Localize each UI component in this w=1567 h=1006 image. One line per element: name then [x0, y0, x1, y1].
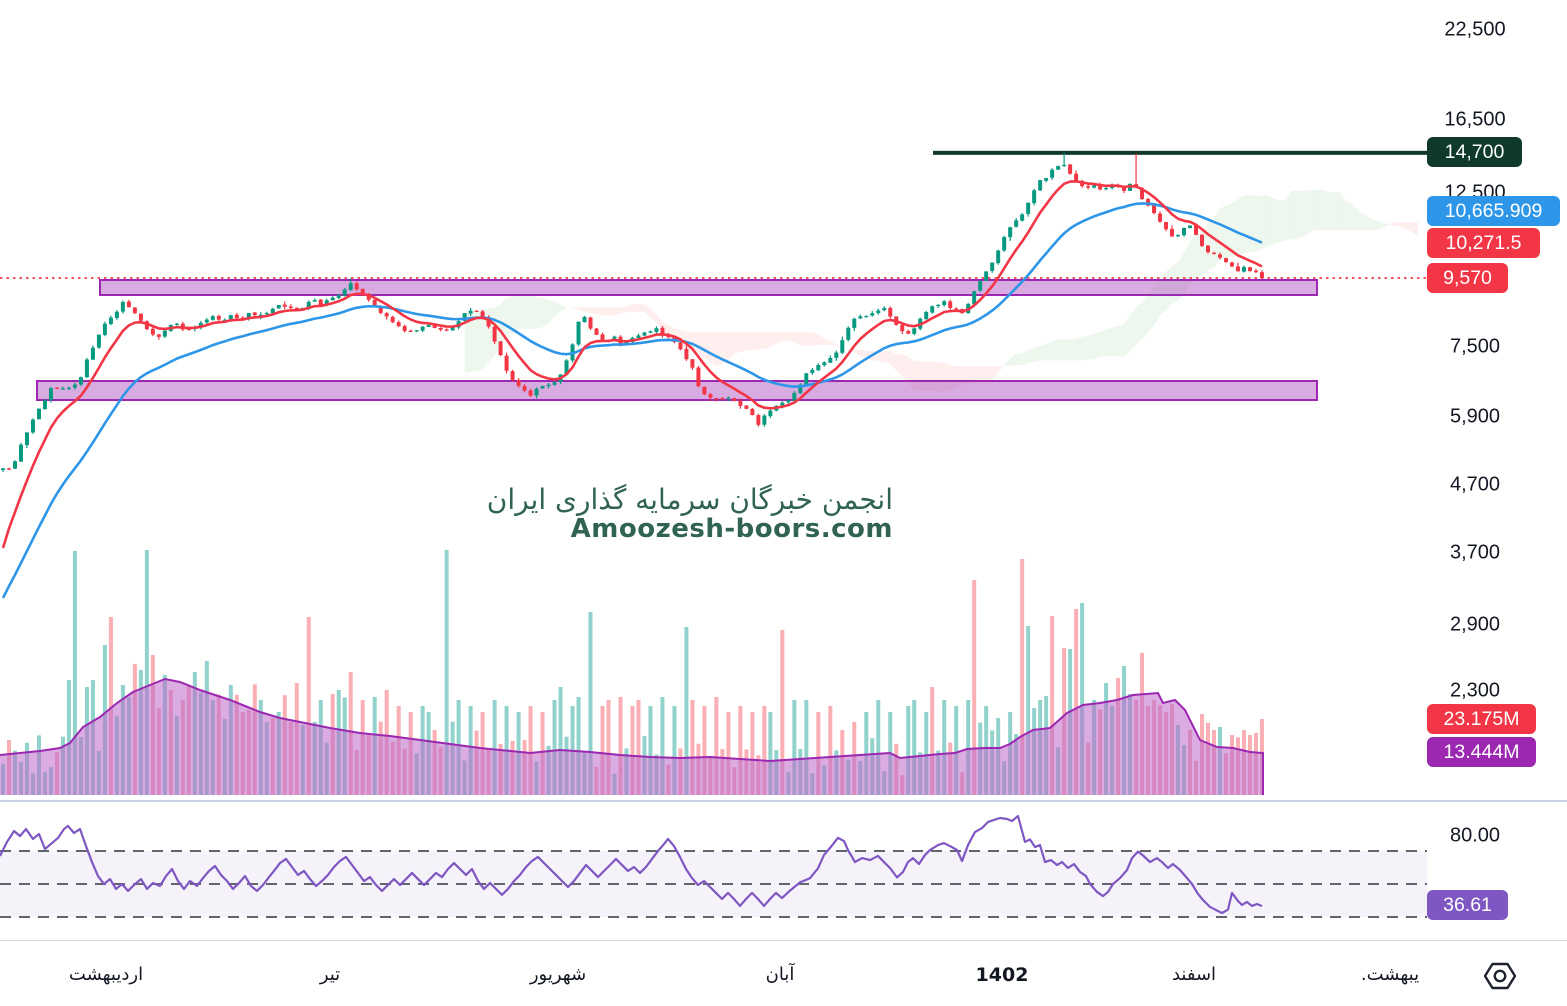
- time-label-tir: تیر: [319, 964, 341, 985]
- price-tick: 5,900: [1449, 405, 1501, 428]
- settings-hexagon-icon[interactable]: [1482, 960, 1518, 992]
- price-tick: 22,500: [1444, 18, 1506, 41]
- price-tick: 2,300: [1449, 679, 1501, 702]
- time-label-1402: 1402: [975, 964, 1029, 986]
- time-label-ordibehesht-partial: یبهشت.: [1360, 964, 1420, 985]
- oscillator-tick: 80.00: [1449, 824, 1501, 847]
- price-tick: 7,500: [1449, 335, 1501, 358]
- last-price-badge: 9,570: [1427, 263, 1508, 293]
- watermark: انجمن خبرگان سرمایه گذاری ایران Amoozesh…: [487, 484, 893, 544]
- watermark-line2: Amoozesh-boors.com: [570, 514, 893, 545]
- time-label-shahrivar: شهریور: [529, 964, 587, 985]
- price-tick: 16,500: [1444, 108, 1506, 131]
- oscillator-value-badge: 36.61: [1427, 890, 1508, 920]
- volume-ma-badge: 13.444M: [1427, 737, 1536, 767]
- price-tick: 4,700: [1449, 473, 1501, 496]
- price-tick: 2,900: [1449, 613, 1501, 636]
- time-label-ordibehesht: اردیبهشت: [68, 964, 144, 985]
- volume-value-badge: 23.175M: [1427, 704, 1536, 734]
- time-label-aban: آبان: [765, 964, 795, 985]
- time-axis[interactable]: اردیبهشت تیر شهریور آبان 1402 اسفند یبهش…: [0, 941, 1567, 1001]
- ma-fast-value-badge: 10,271.5: [1427, 228, 1540, 258]
- price-axis[interactable]: 22,500 16,500 12,500 7,500 5,900 4,700 3…: [1427, 0, 1567, 941]
- hline-price-badge: 14,700: [1427, 137, 1522, 167]
- price-tick: 3,700: [1449, 541, 1501, 564]
- ma-slow-value-badge: 10,665.909: [1427, 196, 1560, 226]
- watermark-line1: انجمن خبرگان سرمایه گذاری ایران: [486, 483, 893, 516]
- time-label-esfand: اسفند: [1171, 964, 1217, 985]
